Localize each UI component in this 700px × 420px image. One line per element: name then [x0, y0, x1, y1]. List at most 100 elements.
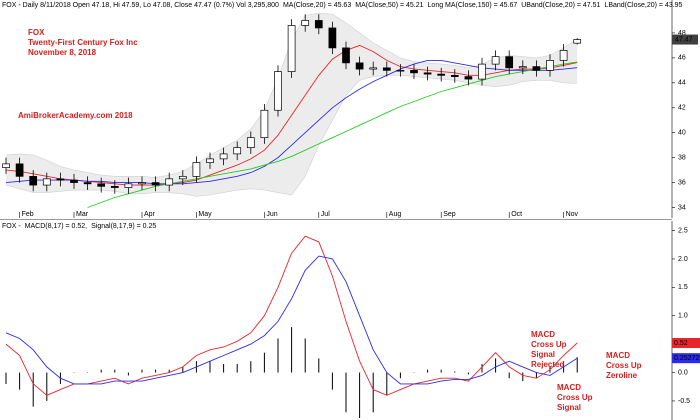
y-tick-label: 1.5 — [678, 284, 688, 291]
histogram-bar — [495, 358, 497, 373]
histogram-bar — [100, 369, 102, 373]
y-tick-label: 1.0 — [678, 313, 688, 320]
candle-body — [260, 109, 269, 139]
histogram-bar — [522, 372, 524, 382]
candle-body — [2, 163, 10, 168]
candle-body — [70, 179, 78, 183]
histogram-bar — [481, 364, 483, 373]
candle-body — [478, 63, 486, 80]
candle-body — [287, 25, 296, 72]
histogram-bar — [440, 369, 442, 373]
y-tick-label: 46 — [678, 55, 686, 62]
candle-body — [559, 50, 568, 61]
candle-body — [423, 72, 432, 75]
y-tick-label: 36 — [678, 179, 686, 186]
histogram-bar — [223, 364, 225, 373]
y-tick-label: 0.0 — [678, 369, 688, 376]
histogram-bar — [331, 372, 333, 390]
last-value-label: 0.52 — [674, 340, 688, 347]
y-tick-label: 38 — [678, 154, 686, 161]
histogram-bar — [114, 369, 116, 373]
y-tick-label: 2.0 — [678, 256, 688, 263]
candle-body — [15, 163, 24, 177]
annotation: MACD — [606, 351, 630, 360]
histogram-bar — [19, 372, 21, 390]
x-tick-label: Aug — [389, 211, 402, 218]
y-tick-label: 42 — [678, 105, 686, 112]
x-tick-label: Mar — [76, 211, 89, 218]
annotation: Signal — [531, 350, 555, 359]
last-price-box — [672, 34, 698, 45]
histogram-bar — [277, 338, 279, 373]
legend-entry: LBand(Close,20) = 43.95 — [604, 2, 682, 9]
last-value-box — [672, 338, 700, 349]
x-tick-label: Apr — [144, 211, 156, 218]
candle-body — [124, 183, 133, 188]
candle-body — [138, 182, 146, 185]
legend-entry: Long MA(Close,150) = 45.67 — [428, 2, 518, 9]
candle-body — [219, 153, 228, 160]
candle-body — [396, 69, 405, 72]
y-tick-label: 44 — [678, 80, 686, 87]
candle-body — [450, 74, 459, 77]
candle-body — [369, 67, 378, 70]
candle-body — [178, 175, 187, 180]
annotation: MACD — [557, 383, 581, 392]
bollinger-band-area — [6, 13, 578, 197]
candle-body — [342, 47, 350, 64]
chart-note: November 8, 2018 — [28, 48, 97, 57]
y-tick-label: 34 — [678, 204, 686, 211]
candle-body — [206, 158, 214, 163]
histogram-bar — [386, 372, 388, 396]
candle-body — [491, 56, 500, 65]
candle-body — [546, 60, 554, 71]
candle-body — [233, 147, 242, 155]
annotation: Cross Up — [606, 361, 642, 370]
macd-line — [5, 255, 578, 385]
histogram-bar — [345, 372, 347, 413]
macd-line — [5, 235, 578, 396]
candle-body — [532, 66, 541, 71]
annotation: Cross Up — [557, 393, 593, 402]
annotation: Signal — [557, 403, 581, 412]
x-tick-label: Oct — [511, 211, 522, 218]
candle-body — [29, 175, 38, 186]
candle-body — [382, 67, 391, 71]
candle-body — [83, 182, 92, 185]
x-tick-label: Nov — [566, 211, 579, 218]
histogram-bar — [127, 372, 129, 376]
last-value-box — [672, 353, 700, 364]
histogram-bar — [576, 357, 578, 373]
candle-body — [192, 162, 201, 177]
x-tick-label: May — [198, 211, 212, 218]
pane-header: FOX - — [2, 223, 21, 230]
y-tick-label: -0.5 — [678, 398, 690, 405]
candle-body — [464, 76, 473, 80]
y-tick-label: 2.5 — [678, 227, 688, 234]
candle-body — [518, 66, 527, 69]
chart-note: Twenty-First Century Fox Inc — [28, 38, 138, 47]
candle-body — [410, 69, 418, 74]
x-tick-label: Feb — [22, 211, 34, 218]
candle-body — [314, 20, 323, 29]
candle-body — [505, 56, 514, 69]
histogram-bar — [508, 372, 510, 379]
candle-body — [328, 27, 337, 49]
histogram-bar — [399, 372, 401, 379]
candle-body — [437, 73, 446, 76]
histogram-bar — [454, 371, 456, 373]
histogram-bar — [250, 361, 252, 373]
candle-body — [246, 137, 255, 149]
histogram-bar — [209, 361, 211, 373]
legend-entry: MACD(8,17) = 0.52, — [25, 223, 87, 230]
legend-entry: MA(Close,50) = 45.21 — [355, 2, 423, 9]
annotation: Zeroline — [606, 371, 638, 380]
histogram-bar — [427, 369, 429, 373]
chart-note: FOX — [28, 28, 45, 37]
y-tick-label: 40 — [678, 130, 686, 137]
candle-body — [573, 39, 582, 44]
last-value-label: 0.25272 — [674, 355, 699, 362]
x-tick-label: Sep — [443, 211, 456, 218]
legend-entry: Signal(8,17,9) = 0.25 — [91, 223, 156, 230]
